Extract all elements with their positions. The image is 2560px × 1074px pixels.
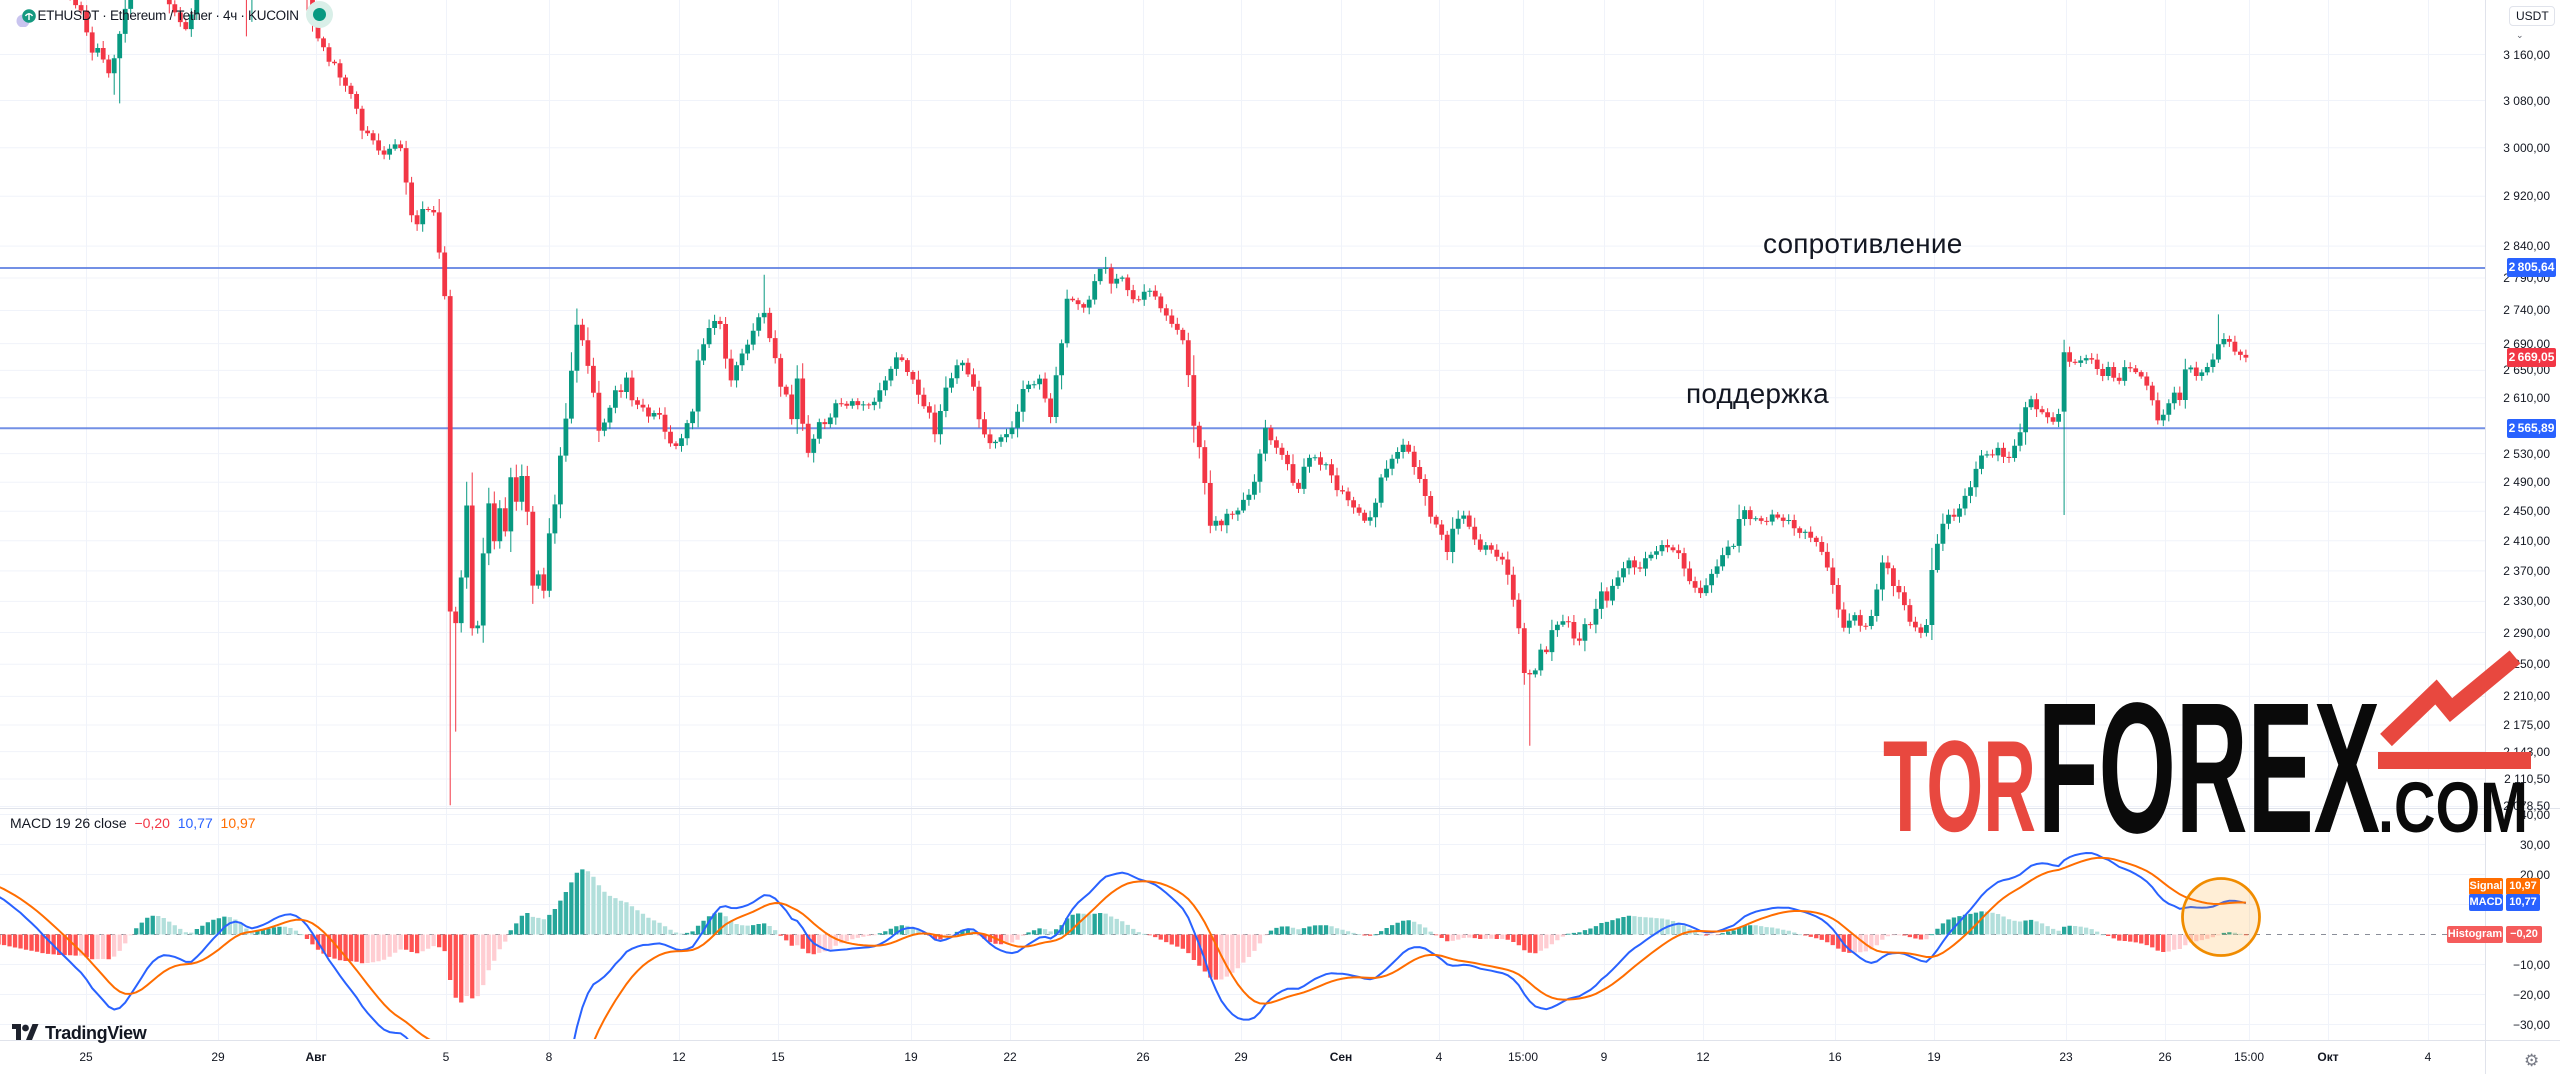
svg-text:FOREX: FOREX bbox=[2038, 665, 2380, 850]
svg-text:TOR: TOR bbox=[1883, 713, 2036, 850]
svg-text:.COM: .COM bbox=[2378, 769, 2528, 848]
